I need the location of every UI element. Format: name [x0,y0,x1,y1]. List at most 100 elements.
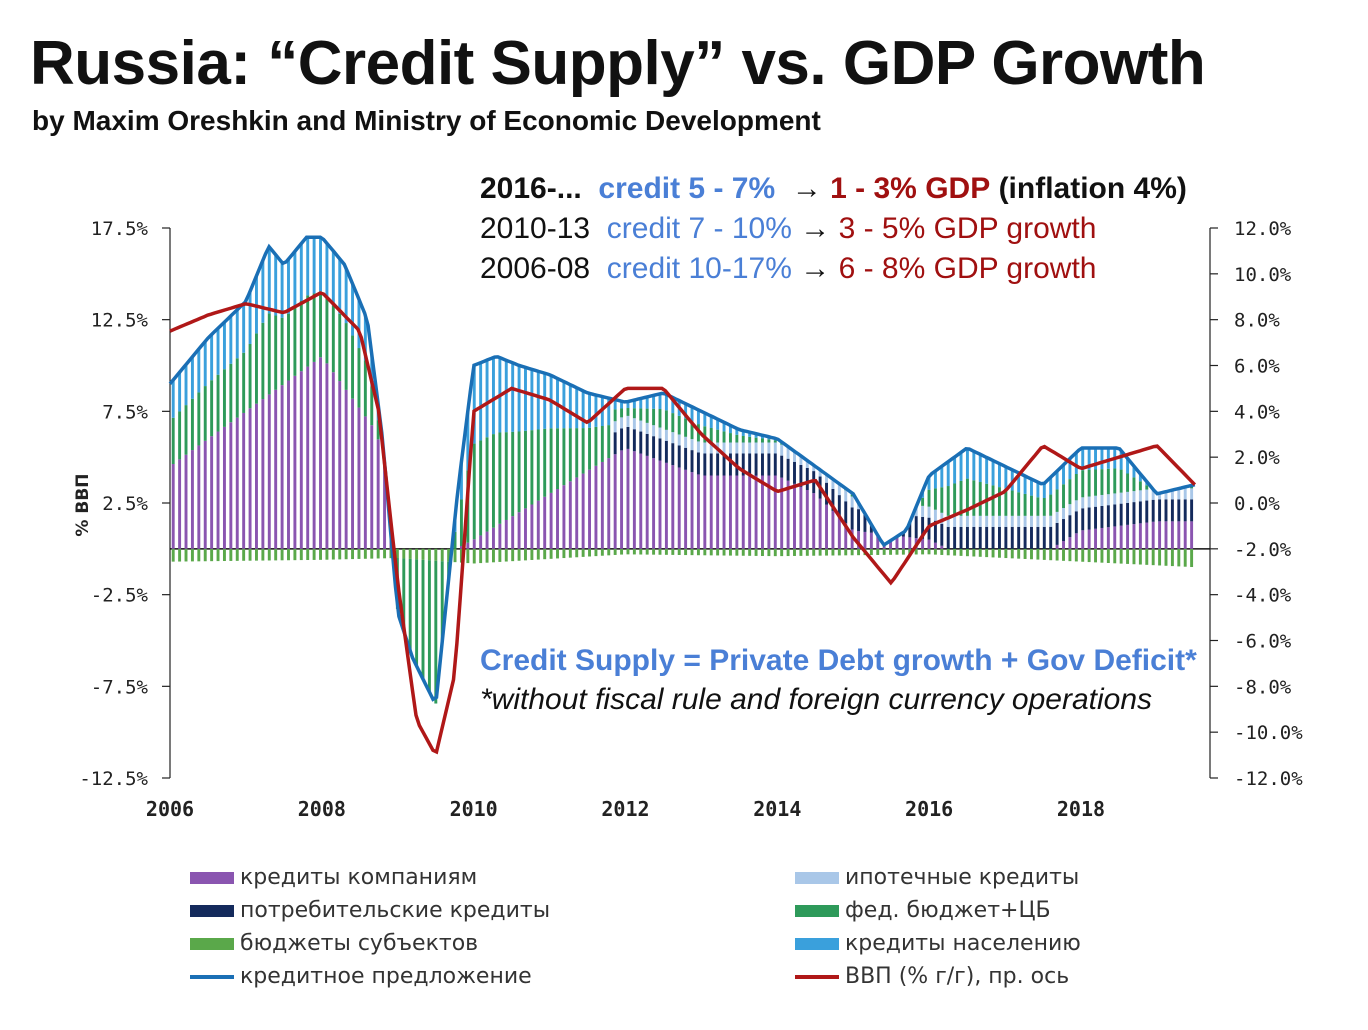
bar-federal [1145,485,1149,490]
bar-companies [613,454,617,549]
bar-mortgage [914,506,918,517]
bar-regional [927,548,931,555]
bar-households [588,393,591,428]
bar-companies [857,531,861,549]
bar-consumer [1164,499,1168,522]
bar-federal [1132,477,1136,492]
bar-regional [761,548,764,556]
bar-households [344,268,348,324]
bar-consumer [632,429,636,452]
bar-regional [831,548,835,556]
annotation-2006-gdp: 6 - 8% GDP growth [838,252,1097,285]
bar-companies [325,363,329,549]
bar-mortgage [671,432,675,444]
bar-regional [235,548,239,561]
bar-mortgage [1164,491,1168,500]
bar-mortgage [703,442,707,454]
bar-regional [1132,548,1136,565]
bar-regional [517,548,521,561]
bar-mortgage [812,465,816,472]
bar-consumer [831,488,835,511]
bar-households [466,411,470,471]
annotation-2016-gdp: 1 - 3% GDP [830,172,991,205]
bar-consumer [825,482,828,505]
bar-regional [357,548,361,559]
bar-federal [927,489,931,507]
bar-regional [1183,548,1187,567]
bar-consumer [946,526,950,549]
bar-regional [562,548,566,559]
bar-households [536,371,540,430]
bar-households [459,461,463,500]
bar-regional [1042,548,1046,560]
bar-consumer [1113,504,1117,527]
bar-households [741,430,745,436]
bar-companies [831,510,835,549]
bar-regional [325,548,329,560]
bar-companies [1106,527,1110,549]
bar-households [933,470,937,489]
bar-households [1094,448,1098,470]
bar-consumer [1132,502,1136,525]
right-tick-label: 8.0% [1234,310,1280,332]
bar-consumer [1145,500,1149,523]
bar-federal-negative [402,558,406,632]
bar-regional [479,548,483,564]
bar-federal [556,428,559,490]
bar-consumer [1177,499,1181,522]
x-tick-label: 2016 [905,797,953,821]
bar-federal [1004,488,1008,516]
right-tick-label: 6.0% [1234,356,1280,378]
bar-mortgage [1074,500,1078,512]
bar-regional [511,548,515,562]
bar-companies [581,473,585,549]
bar-consumer [921,516,925,539]
bar-companies [825,504,828,549]
bar-federal [229,363,233,423]
bar-federal [491,434,495,528]
bar-companies [722,475,726,549]
bar-mortgage [940,512,944,524]
bar-mortgage [805,460,809,468]
bar-companies [511,516,515,549]
bar-consumer [953,526,957,549]
bar-companies [908,537,912,549]
bar-federal [933,488,937,510]
bar-consumer [1023,526,1027,549]
bar-companies [1170,521,1174,549]
bar-consumer [1010,526,1014,549]
bar-federal [594,426,598,466]
bar-federal [235,358,239,418]
bar-regional [1138,548,1142,565]
annotation-2010-gdp: 3 - 5% GDP growth [838,212,1097,245]
bar-consumer [1170,499,1174,522]
right-tick-label: -12.0% [1234,768,1303,790]
bar-mortgage [639,420,643,432]
bar-regional [953,548,957,556]
bar-mortgage [786,447,790,459]
bar-regional [293,548,297,561]
bar-federal [1087,469,1091,497]
bar-companies [1145,522,1149,549]
legend-item-regional: бюджеты субъектов [190,931,478,956]
bar-regional [921,548,925,555]
bar-companies [255,403,258,549]
bar-companies [306,366,310,549]
bar-consumer [1049,526,1053,549]
bar-regional [370,548,374,559]
bar-households [927,475,931,490]
bar-mortgage [965,515,969,527]
bar-households [242,303,246,353]
bar-federal [588,427,591,470]
bar-consumer [690,450,694,473]
bar-federal [306,295,310,367]
bar-regional [229,548,233,561]
bar-federal [626,408,630,416]
bar-households [261,260,265,323]
bar-households [216,328,220,375]
bar-households [338,258,342,314]
left-tick-label: -12.5% [79,768,148,790]
bar-federal [658,408,662,428]
bar-consumer [716,453,720,476]
bar-federal [748,436,752,443]
